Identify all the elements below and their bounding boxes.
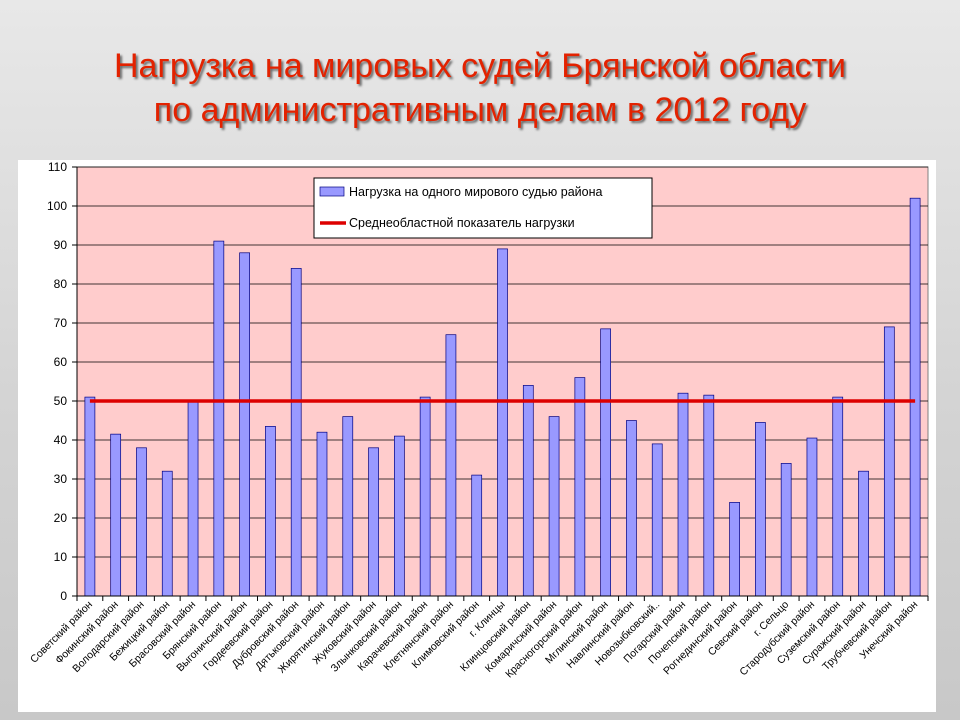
bar [729,502,740,597]
bar [265,426,276,597]
bar [548,416,560,597]
bar [574,377,586,597]
y-tick-label: 0 [60,589,67,603]
bar [806,437,818,597]
legend-bar-swatch [319,186,345,197]
y-tick-label: 50 [54,394,68,408]
bar [883,326,895,597]
bar [84,396,96,597]
y-tick-label: 110 [48,160,67,174]
bar [703,394,715,597]
bar [213,240,225,597]
legend [313,177,653,239]
bar [471,474,483,597]
bar [342,416,354,597]
y-tick-label: 70 [54,316,68,330]
bar [832,396,844,597]
y-tick-label: 20 [54,511,68,525]
bar [626,420,637,597]
y-tick-label: 90 [54,238,68,252]
bar [419,396,431,597]
y-tick-label: 30 [54,472,68,486]
bar [858,470,869,597]
bar [522,385,534,597]
chart-title-line-2: по административным делам в 2012 году [153,91,807,129]
bar [393,435,405,597]
bar [909,197,921,597]
bar [755,422,766,597]
legend-label-average: Среднеобластной показатель нагрузки [349,216,575,230]
y-tick-label: 60 [54,355,68,369]
bar [651,443,663,597]
legend-label-bars: Нагрузка на одного мирового судью района [349,185,602,199]
y-tick-label: 80 [54,277,68,291]
bar [239,252,250,597]
bar [677,392,689,597]
bar [161,470,173,597]
bar [187,400,199,597]
y-tick-label: 10 [54,550,68,564]
bar [445,334,457,597]
y-tick-label: 40 [54,433,68,447]
bar [110,433,122,597]
chart-title-line-1: Нагрузка на мировых судей Брянской облас… [113,47,847,85]
bar [368,447,379,597]
bar [316,431,328,597]
bar [290,268,302,597]
chart-title: Нагрузка на мировых судей Брянской облас… [0,44,960,132]
bar [497,248,508,597]
y-tick-label: 100 [47,199,67,213]
bar [780,463,792,597]
bar [136,447,147,597]
bar [600,328,612,597]
